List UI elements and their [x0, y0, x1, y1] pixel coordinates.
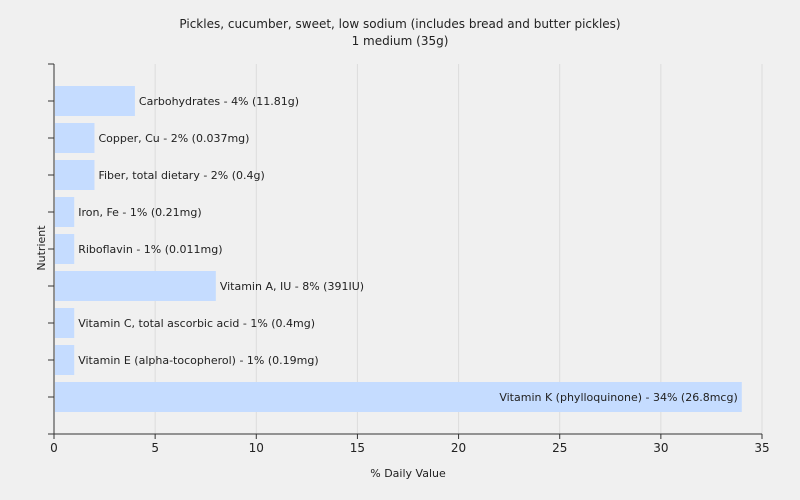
axes-group: 0 5 10 15 20 25 30 35 — [48, 63, 770, 455]
x-tick-label: 20 — [451, 441, 466, 455]
bar-label: Carbohydrates - 4% (11.81g) — [139, 95, 299, 108]
x-tick-label: 0 — [50, 441, 58, 455]
bar — [55, 382, 742, 412]
bar — [55, 345, 75, 375]
grid-lines — [154, 64, 763, 434]
bar — [55, 234, 75, 264]
bar — [55, 160, 95, 190]
bar-label: Copper, Cu - 2% (0.037mg) — [98, 132, 249, 145]
bar — [55, 86, 135, 116]
bar-label: Riboflavin - 1% (0.011mg) — [78, 243, 222, 256]
x-axis-label: % Daily Value — [370, 467, 446, 480]
bar — [55, 271, 216, 301]
bar — [55, 123, 95, 153]
bar — [55, 308, 75, 338]
bar-label: Iron, Fe - 1% (0.21mg) — [78, 206, 201, 219]
chart-title: Pickles, cucumber, sweet, low sodium (in… — [179, 17, 620, 31]
bar-label: Vitamin E (alpha-tocopherol) - 1% (0.19m… — [78, 354, 318, 367]
bars-group: Carbohydrates - 4% (11.81g) Copper, Cu - … — [55, 86, 742, 412]
x-tick-label: 5 — [151, 441, 159, 455]
bar-label: Vitamin C, total ascorbic acid - 1% (0.4… — [78, 317, 315, 330]
x-tick-label: 15 — [350, 441, 365, 455]
x-tick-label: 35 — [754, 441, 769, 455]
chart-subtitle: 1 medium (35g) — [352, 34, 449, 48]
bar — [55, 197, 75, 227]
bar-label: Vitamin K (phylloquinone) - 34% (26.8mcg… — [499, 391, 737, 404]
x-tick-label: 25 — [552, 441, 567, 455]
bar-label: Vitamin A, IU - 8% (391IU) — [220, 280, 364, 293]
bar-label: Fiber, total dietary - 2% (0.4g) — [98, 169, 264, 182]
x-tick-label: 10 — [249, 441, 264, 455]
y-axis-label: Nutrient — [35, 225, 48, 271]
x-tick-label: 30 — [653, 441, 668, 455]
